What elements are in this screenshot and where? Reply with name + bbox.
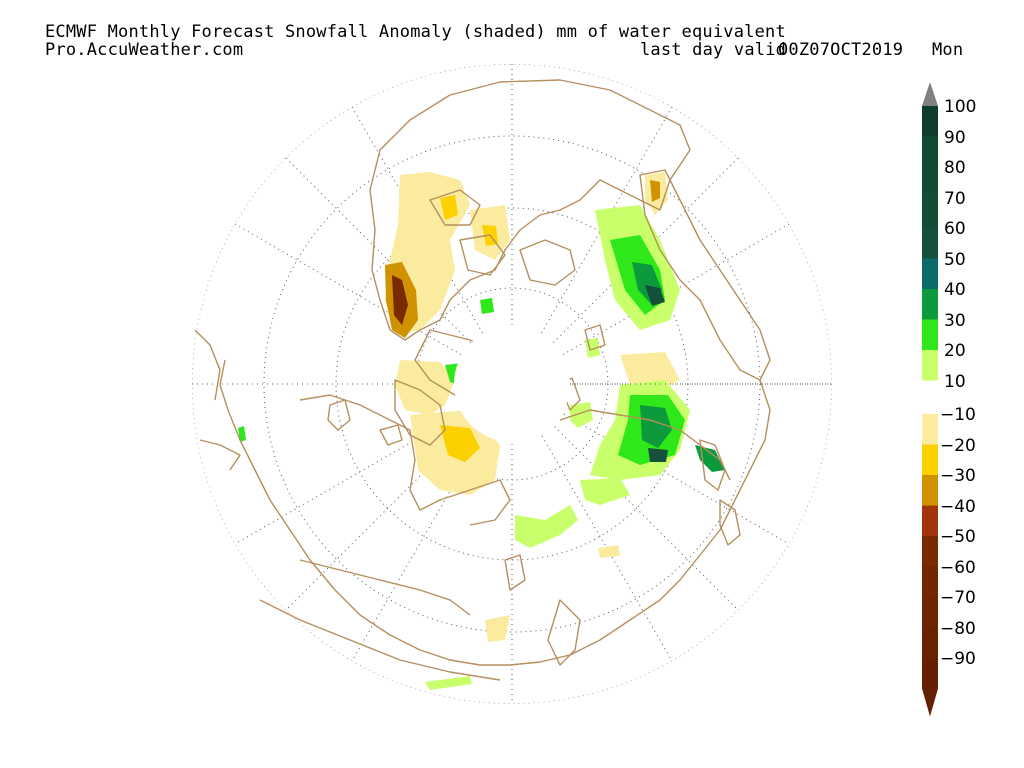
coast-baffin: [429, 189, 481, 226]
colorbar-cell-negative: [922, 444, 938, 475]
colorbar: [922, 82, 938, 717]
snow-surplus-central-asia: [515, 505, 578, 548]
colorbar-tick-label: −70: [940, 588, 976, 608]
colorbar-cell-negative: [922, 505, 938, 536]
coast-india: [547, 599, 581, 666]
coast-mediterranean: [299, 559, 471, 616]
colorbar-tick-label: 90: [944, 127, 966, 148]
snow-surplus-siberia-core: [640, 405, 672, 448]
snow-deficit-scandinavia-small: [440, 195, 458, 220]
colorbar-tick-label: −80: [940, 618, 976, 639]
colorbar-cell-negative: [922, 414, 938, 445]
snow-surplus-asia-bottom: [425, 676, 472, 690]
coastlines: [194, 79, 771, 681]
map-title: ECMWF Monthly Forecast Snowfall Anomaly …: [45, 22, 786, 42]
colorbar-cell-negative: [922, 566, 938, 597]
coast-west-atlantic: [194, 329, 221, 401]
colorbar-tick-label: −40: [940, 496, 976, 517]
coast-caspian: [504, 554, 526, 591]
colorbar-tick-label: 40: [944, 280, 966, 300]
colorbar-cell-positive: [922, 228, 938, 259]
coast-north-america: [369, 79, 691, 341]
colorbar-cell-positive: [922, 319, 938, 350]
colorbar-cell-positive: [922, 136, 938, 167]
coast-iceland: [379, 424, 403, 446]
colorbar-tick-label: −50: [940, 527, 976, 547]
coast-japan: [719, 499, 741, 546]
colorbar-bottom-arrow: [922, 688, 938, 717]
coast-europe-north: [299, 394, 511, 526]
colorbar-cell-positive: [922, 197, 938, 228]
colorbar-cell-positive: [922, 350, 938, 381]
snow-surplus-europe-small: [480, 298, 494, 314]
colorbar-top-arrow: [922, 82, 938, 106]
colorbar-cell-positive: [922, 289, 938, 320]
coast-arctic-archipelago: [519, 239, 576, 286]
colorbar-cell-negative: [922, 475, 938, 506]
colorbar-tick-label: 50: [944, 249, 966, 270]
colorbar-tick-label: 70: [944, 188, 966, 209]
snow-deficit-greenland-sea: [395, 360, 455, 415]
coast-arctic-islands-russia: [584, 324, 606, 351]
snow-deficit-alaska-core: [650, 180, 660, 202]
colorbar-tick-label: 60: [944, 219, 966, 239]
colorbar-cell-negative: [922, 536, 938, 567]
coast-eurasia: [219, 359, 771, 666]
colorbar-tick-label: 20: [944, 341, 966, 361]
coast-scandinavia: [394, 379, 446, 446]
snow-surplus-kamchatka: [695, 445, 725, 472]
snow-deficit-asia-south: [485, 615, 510, 642]
colorbar-tick-label: −10: [940, 405, 976, 425]
colorbar-cell-positive: [922, 106, 938, 137]
positive-anomaly-shading: [238, 205, 725, 690]
snow-surplus-siberia-south: [580, 478, 630, 505]
colorbar-tick-label: −60: [940, 557, 976, 578]
valid-time: 00Z07OCT2019: [778, 40, 904, 60]
colorbar-cell-negative: [922, 597, 938, 628]
coast-caribbean: [199, 439, 241, 471]
valid-label: last day valid: [640, 40, 787, 60]
coast-alaska: [639, 169, 771, 381]
snow-surplus-ural: [570, 402, 593, 428]
snow-deficit-asia-mid: [598, 545, 620, 558]
colorbar-tick-label: 30: [944, 310, 966, 331]
snow-surplus-alaska-yukon-peak: [645, 285, 665, 306]
coast-africa-north: [259, 599, 501, 681]
pole-no-data: [454, 326, 570, 442]
negative-anomaly-shading: [385, 172, 680, 642]
colorbar-tick-label: −90: [940, 649, 976, 669]
source-label: Pro.AccuWeather.com: [45, 40, 244, 60]
colorbar-tick-label: 10: [944, 371, 966, 392]
colorbar-tick-label: −20: [940, 435, 976, 456]
colorbar-tick-label: 100: [944, 97, 977, 117]
colorbar-cell-positive: [922, 258, 938, 289]
snow-deficit-rockies-core: [392, 275, 408, 325]
colorbar-cell-negative: [922, 658, 938, 689]
colorbar-tick-label: 80: [944, 158, 966, 178]
coast-british-isles: [327, 399, 351, 431]
coast-siberia-north: [559, 409, 731, 481]
colorbar-tick-label: −30: [940, 466, 976, 486]
colorbar-cell-negative: [922, 627, 938, 658]
snow-surplus-atlantic-isle: [238, 426, 246, 442]
snow-surplus-siberia-peak: [648, 448, 668, 462]
valid-day: Mon: [932, 40, 964, 60]
colorbar-cell-positive: [922, 167, 938, 198]
coast-kamchatka: [699, 439, 726, 491]
coast-hudson-bay: [459, 234, 506, 276]
snow-deficit-europe-core: [440, 425, 480, 462]
